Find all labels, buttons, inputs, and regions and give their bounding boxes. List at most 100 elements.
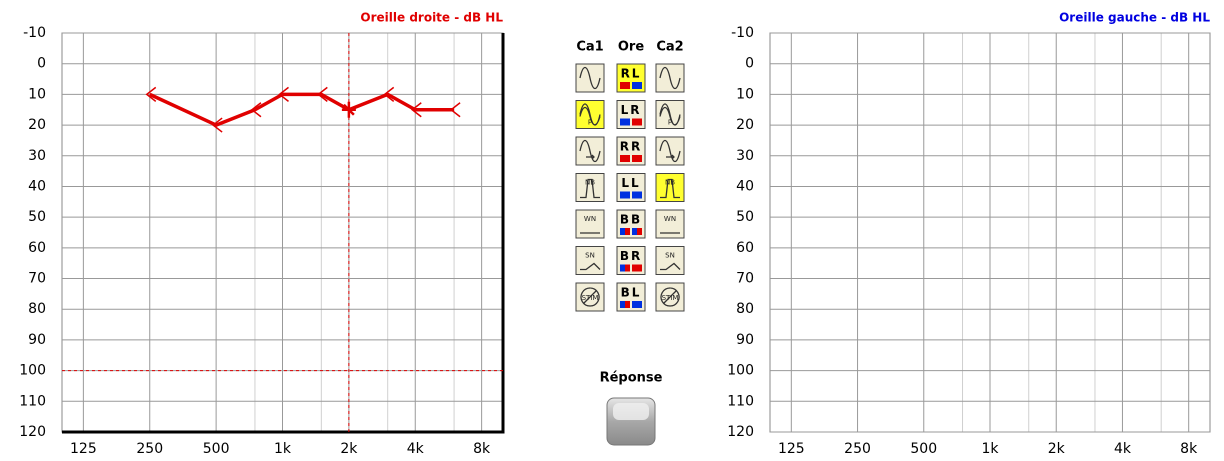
response-label: Réponse bbox=[600, 371, 663, 386]
column-header: Ca1 bbox=[576, 40, 603, 55]
y-tick-label: -10 bbox=[731, 25, 754, 41]
ear-label: BB bbox=[620, 213, 642, 227]
ear-button[interactable]: BL bbox=[616, 282, 646, 312]
data-point bbox=[383, 86, 395, 102]
button-face bbox=[575, 173, 605, 202]
column-header: Ore bbox=[618, 40, 644, 55]
button-icon bbox=[579, 103, 601, 126]
y-tick-label: 80 bbox=[736, 301, 754, 317]
y-tick-label: 20 bbox=[28, 117, 46, 133]
x-tick-label: 500 bbox=[203, 441, 230, 457]
data-point bbox=[449, 102, 461, 118]
button-icon bbox=[659, 103, 681, 126]
stimulus-button[interactable]: SN bbox=[655, 246, 685, 275]
stimulus-button[interactable]: P bbox=[655, 100, 685, 129]
x-tick-label: 125 bbox=[70, 441, 97, 457]
ear-color bbox=[620, 228, 625, 235]
y-tick-label: 50 bbox=[28, 209, 46, 225]
ear-button[interactable]: RL bbox=[616, 63, 646, 93]
button-icon bbox=[579, 66, 601, 90]
button-icon-label: WN bbox=[584, 215, 596, 223]
ear-color bbox=[632, 228, 637, 235]
button-icon bbox=[659, 139, 681, 163]
y-tick-label: 90 bbox=[28, 332, 46, 348]
x-tick-label: 8k bbox=[1180, 441, 1198, 457]
stimulus-button[interactable]: WN bbox=[655, 209, 685, 239]
ear-button[interactable]: BR bbox=[616, 246, 646, 275]
ear-color bbox=[620, 155, 630, 162]
button-icon bbox=[659, 66, 681, 90]
ear-button[interactable]: LR bbox=[616, 100, 646, 129]
stimulus-button[interactable] bbox=[655, 63, 685, 93]
x-tick-label: 2k bbox=[340, 441, 358, 457]
y-tick-label: 20 bbox=[736, 117, 754, 133]
stimulus-button[interactable] bbox=[575, 136, 605, 166]
y-tick-label: 70 bbox=[28, 271, 46, 287]
stimulus-button[interactable] bbox=[655, 136, 685, 166]
chart-title: Oreille droite - dB HL bbox=[360, 11, 503, 25]
stimulus-button[interactable]: SN bbox=[575, 246, 605, 275]
x-tick-label: 1k bbox=[274, 441, 292, 457]
ear-color bbox=[632, 191, 642, 199]
ear-label: BL bbox=[621, 286, 642, 300]
ear-button[interactable]: BB bbox=[616, 209, 646, 239]
y-tick-label: 60 bbox=[736, 240, 754, 256]
button-icon-label: NB bbox=[585, 179, 595, 187]
stimulus-button[interactable]: P bbox=[575, 100, 605, 129]
button-icon-label: WN bbox=[664, 215, 676, 223]
selected-border bbox=[62, 33, 505, 434]
button-icon-label: NB bbox=[665, 179, 675, 187]
y-tick-label: 90 bbox=[736, 332, 754, 348]
button-icon-label: STIM bbox=[582, 294, 599, 302]
y-tick-label: 10 bbox=[736, 86, 754, 102]
x-tick-label: 250 bbox=[844, 441, 871, 457]
y-tick-label: 0 bbox=[745, 56, 754, 72]
button-face bbox=[655, 246, 685, 275]
ear-color bbox=[620, 82, 630, 89]
y-tick-label: 100 bbox=[727, 363, 754, 379]
y-tick-label: 0 bbox=[37, 56, 46, 72]
x-tick-label: 1k bbox=[981, 441, 999, 457]
button-icon-label: STIM bbox=[662, 294, 679, 302]
y-tick-label: 110 bbox=[19, 393, 46, 409]
ear-color bbox=[632, 82, 642, 89]
ear-label: LR bbox=[621, 103, 642, 117]
x-tick-label: 8k bbox=[473, 441, 491, 457]
y-tick-label: 70 bbox=[736, 271, 754, 287]
button-icon bbox=[580, 262, 601, 271]
ear-label: RR bbox=[620, 140, 642, 154]
response-highlight bbox=[613, 403, 649, 420]
stimulus-button[interactable]: STIM bbox=[655, 282, 685, 312]
button-icon-label: SN bbox=[665, 252, 675, 260]
ear-color bbox=[632, 155, 642, 162]
stimulus-button[interactable]: WN bbox=[575, 209, 605, 239]
button-icon-label: P bbox=[588, 119, 592, 127]
button-icon bbox=[660, 262, 681, 271]
ear-color bbox=[620, 191, 630, 199]
button-icon-label: P bbox=[668, 119, 672, 127]
ear-color bbox=[632, 118, 642, 126]
y-tick-label: 60 bbox=[28, 240, 46, 256]
stimulus-button[interactable]: NB bbox=[655, 173, 685, 202]
y-tick-label: 100 bbox=[19, 363, 46, 379]
ear-button[interactable]: LL bbox=[616, 173, 646, 202]
ear-label: RL bbox=[621, 67, 642, 81]
y-tick-label: 30 bbox=[28, 148, 46, 164]
series-line bbox=[149, 92, 455, 127]
data-point bbox=[317, 86, 328, 102]
button-icon bbox=[580, 178, 600, 199]
y-tick-label: -10 bbox=[23, 25, 46, 41]
ear-color bbox=[625, 264, 630, 272]
y-tick-label: 30 bbox=[736, 148, 754, 164]
column-header: Ca2 bbox=[656, 40, 683, 55]
ear-color bbox=[620, 264, 625, 272]
button-icon bbox=[579, 139, 601, 163]
stimulus-button[interactable]: STIM bbox=[575, 282, 605, 312]
stimulus-button[interactable] bbox=[575, 63, 605, 93]
ear-button[interactable]: RR bbox=[616, 136, 646, 166]
ear-color bbox=[625, 228, 630, 235]
data-point bbox=[145, 86, 157, 102]
x-tick-label: 2k bbox=[1048, 441, 1066, 457]
stimulus-button[interactable]: NB bbox=[575, 173, 605, 202]
